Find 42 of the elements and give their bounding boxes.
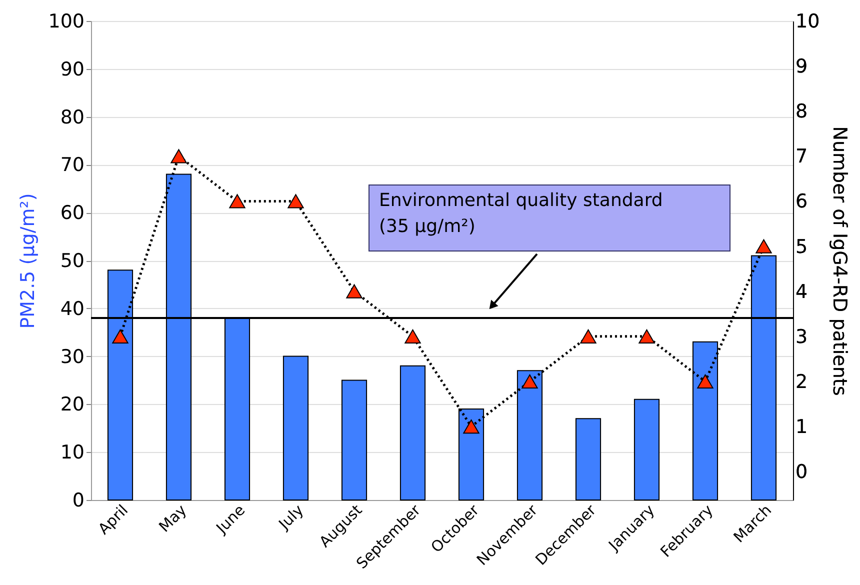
bar [634,398,660,500]
point [463,419,480,434]
y2-tick-label: 7 [796,146,808,168]
point [229,194,246,208]
point [170,149,187,164]
y2-tick-label: 6 [796,190,808,213]
y-tick-label: 40 [60,298,84,320]
y-tick-label: 80 [60,106,84,128]
y-axis-title: PM2.5 (µg/m²) [17,193,40,329]
y-tick-label: 30 [60,346,84,368]
point [697,374,714,389]
annotation: Environmental quality standard (35 µg/m²) [379,190,663,237]
y-tick-label: 0 [72,490,84,512]
point [638,329,655,344]
y-tick-label: 20 [60,394,84,416]
point [288,194,304,208]
y2-tick-label: 0 [796,461,808,484]
point [346,284,362,298]
y2-axis-title: Number of IgG4-RD patients [828,126,851,396]
y2-tick-label: 4 [796,280,808,303]
y-tick-label: 50 [60,250,84,272]
point [522,374,538,389]
point [580,329,596,344]
y-tick-label: 90 [60,58,84,80]
bar [341,380,368,500]
bar [282,356,309,500]
y-tick-label: 60 [60,202,84,224]
y2-tick-label: 8 [796,100,808,123]
y2-tick-label: 1 [796,416,808,438]
y2-tick-label: 9 [796,56,808,78]
y2-tick-label: 3 [796,326,808,348]
y2-tick-label: 5 [796,236,808,258]
point [404,329,421,344]
bar [575,418,602,500]
bar [400,365,426,500]
y-tick-label: 10 [60,442,84,464]
y-tick-label: 100 [48,10,84,32]
y-tick-label: 70 [60,154,84,176]
y2-tick-label: 10 [796,10,820,32]
y2-tick-label: 2 [796,370,808,393]
point [756,239,772,254]
point [112,329,128,344]
